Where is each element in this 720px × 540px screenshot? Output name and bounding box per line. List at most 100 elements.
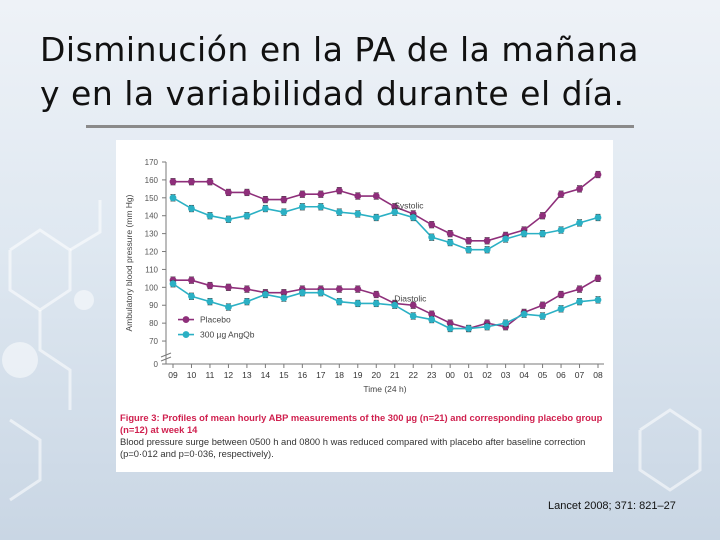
data-point [539,301,546,309]
x-tick-label: 06 [556,370,566,380]
data-point [594,274,602,282]
data-point [225,303,232,311]
data-point [188,276,195,284]
data-point [446,319,454,327]
data-point [261,196,269,203]
legend-swatch-marker [182,316,190,323]
y-tick-label: 0 [154,360,159,369]
x-tick-label: 16 [298,370,308,380]
slide-title: Disminución en la PA de la mañana y en l… [40,28,700,116]
x-tick-label: 01 [464,370,474,380]
data-point [391,203,399,211]
annotation-systolic: Systolic [394,201,424,211]
data-point [317,203,325,211]
series-line-diastolic-angqb [172,283,599,330]
data-point [576,219,583,227]
data-point [520,310,528,318]
data-point [298,289,306,297]
data-point [502,319,510,327]
x-tick-label: 10 [187,370,197,380]
data-point [188,205,195,212]
citation: Lancet 2008; 371: 821–27 [548,500,676,512]
x-tick-label: 19 [353,370,363,380]
data-point [428,233,436,241]
data-point [409,312,417,320]
y-tick-label: 100 [145,283,159,292]
data-point [206,178,214,186]
data-point [372,192,380,200]
title-divider [86,125,634,128]
x-tick-label: 18 [335,370,345,380]
x-tick-label: 00 [445,370,455,380]
data-point [335,187,343,195]
data-point [225,283,232,291]
x-tick-label: 07 [575,370,585,380]
x-tick-label: 12 [224,370,234,380]
data-point [502,235,510,243]
caption-title: Figure 3: Profiles of mean hourly ABP me… [120,412,603,435]
x-tick-label: 20 [372,370,382,380]
data-point [539,212,546,220]
data-point [428,221,436,229]
y-tick-label: 150 [145,194,159,203]
data-point [372,214,380,221]
data-point [280,208,288,216]
data-point [298,190,306,198]
data-point [409,301,417,309]
series-line-systolic-angqb [172,197,599,251]
y-tick-label: 110 [145,265,158,274]
data-point [446,230,454,238]
y-axis-label: Ambulatory blood pressure (mm Hg) [124,194,134,331]
data-point [594,171,602,178]
series-line-systolic-placebo [173,173,599,242]
x-tick-label: 08 [593,370,603,380]
y-tick-label: 120 [145,248,159,257]
x-tick-label: 15 [279,370,289,380]
x-tick-label: 22 [408,370,418,380]
x-tick-label: 17 [316,370,326,380]
legend-label: Placebo [200,315,231,325]
x-tick-label: 14 [261,370,271,380]
chart-axes [160,161,604,368]
data-point [483,237,491,245]
annotation-diastolic: Diastolic [394,294,427,304]
data-point [557,190,565,198]
data-point [557,226,565,234]
data-point [335,285,343,293]
data-point [280,289,288,297]
data-point [188,292,195,300]
data-point [243,212,251,220]
data-point [335,298,343,306]
data-point [446,325,454,332]
data-point [225,189,232,196]
y-tick-label: 80 [149,319,158,328]
data-point [428,310,436,318]
data-point [243,285,251,293]
data-point [539,312,546,320]
series-line-diastolic-placebo [173,277,599,330]
data-point [465,325,473,332]
data-point [354,285,362,293]
data-point [261,291,269,298]
data-point [354,300,362,307]
data-point [465,246,473,254]
y-tick-label: 170 [145,158,159,167]
data-point [483,323,491,331]
figure-panel: 0 70 80 90 100 110 120 130 140 150 160 170 09 10 11 12 1… [116,140,613,472]
data-point [243,189,251,196]
x-tick-label: 13 [242,370,252,380]
data-point [594,296,602,304]
data-point [169,194,177,202]
data-point [539,230,546,238]
y-tick-label: 130 [145,230,159,239]
x-tick-label: 23 [427,370,437,380]
data-point [261,205,269,212]
data-point [354,192,362,200]
data-point [169,280,177,288]
data-point [446,239,454,246]
y-tick-label: 90 [149,301,158,310]
data-point [225,215,232,223]
data-point [206,282,214,289]
data-point [520,230,528,238]
